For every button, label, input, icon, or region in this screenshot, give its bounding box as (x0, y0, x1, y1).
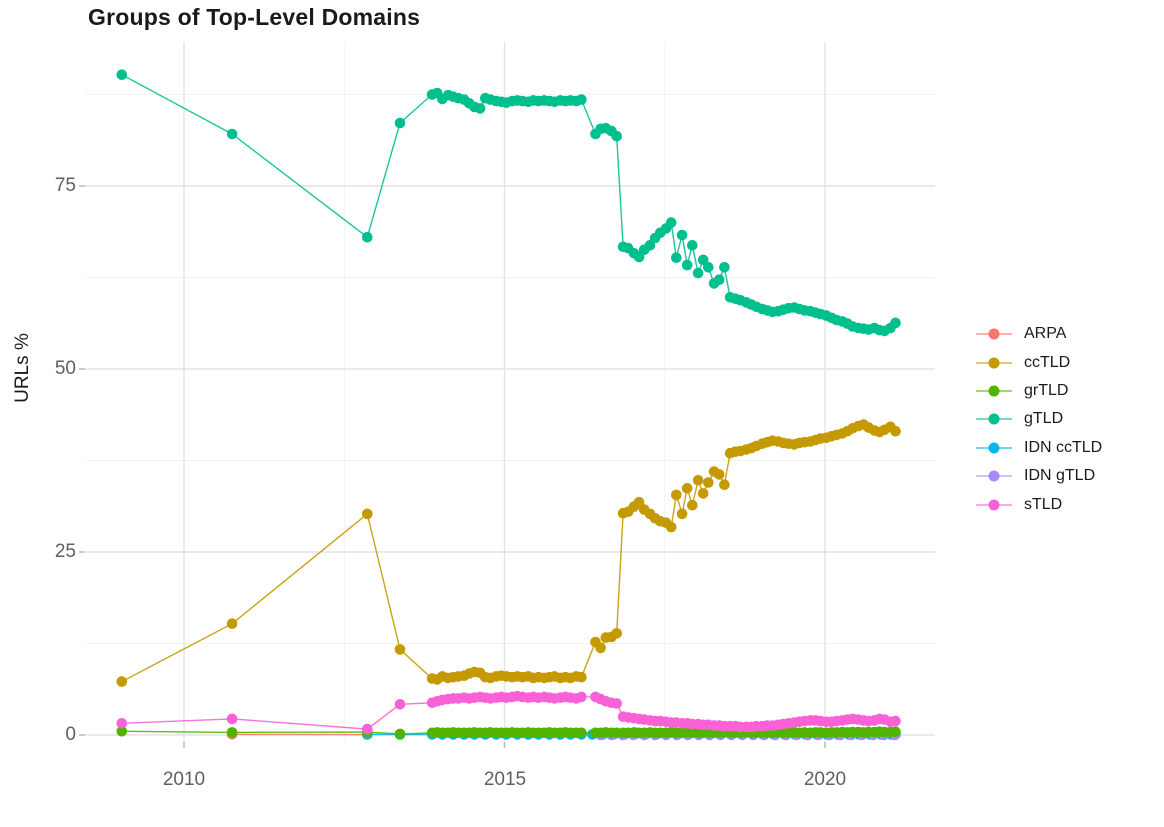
series-point-ccTLD (681, 483, 693, 494)
series-point-gTLD (576, 94, 587, 105)
legend-item-gtld: gTLD (976, 405, 1102, 433)
x-tick-label-2020: 2020 (803, 769, 847, 790)
series-point-ccTLD (703, 477, 714, 488)
legend: ARPA ccTLD grTLD gTLD IDN ccTLD IDN gTLD… (976, 320, 1102, 519)
y-tick-label-0: 0 (65, 724, 76, 745)
series-point-ccTLD (890, 425, 901, 437)
series-point-gTLD (703, 262, 714, 273)
legend-item-grtld: grTLD (976, 377, 1102, 405)
series-point-sTLD (611, 698, 622, 709)
series-point-gTLD (687, 240, 698, 251)
series-point-ccTLD (226, 618, 238, 629)
y-tick-label-25: 25 (54, 541, 76, 562)
legend-key-icon (976, 469, 1012, 483)
series-point-sTLD (890, 715, 901, 727)
series-point-gTLD (671, 252, 682, 263)
series-point-gTLD (611, 130, 622, 142)
series-point-gTLD (394, 117, 406, 129)
series-point-gTLD (719, 262, 730, 273)
legend-label: gTLD (1024, 410, 1064, 428)
series-point-ccTLD (394, 644, 406, 655)
series-point-gTLD (890, 317, 901, 329)
legend-label: grTLD (1024, 381, 1069, 399)
series-point-grTLD (394, 728, 406, 740)
series-point-grTLD (576, 727, 587, 739)
series-point-sTLD (116, 718, 128, 729)
y-tick-label-50: 50 (54, 358, 76, 379)
series-point-sTLD (226, 713, 238, 725)
legend-label: ccTLD (1024, 353, 1071, 371)
legend-item-arpa: ARPA (976, 320, 1102, 348)
legend-item-cctld: ccTLD (976, 348, 1102, 376)
legend-label: IDN gTLD (1024, 467, 1096, 485)
series-point-ccTLD (116, 676, 128, 687)
legend-key-icon (976, 327, 1012, 341)
legend-key-icon (976, 441, 1012, 455)
legend-label: ARPA (1024, 325, 1067, 343)
series-point-gTLD (665, 217, 677, 228)
series-point-gTLD (116, 69, 128, 80)
series-line-gTLD (121, 74, 896, 332)
legend-key-icon (976, 356, 1012, 370)
y-tick-label-75: 75 (54, 175, 76, 196)
series-point-grTLD (226, 727, 238, 738)
series-point-grTLD (890, 726, 901, 737)
legend-item-idn-cctld: IDN ccTLD (976, 434, 1102, 462)
legend-key-icon (976, 412, 1012, 426)
legend-label: sTLD (1024, 495, 1063, 513)
series-point-sTLD (394, 699, 406, 710)
series-point-gTLD (226, 128, 238, 140)
series-point-ccTLD (362, 508, 373, 520)
series-point-gTLD (692, 267, 704, 279)
series-point-gTLD (676, 229, 688, 241)
series-point-gTLD (697, 254, 709, 266)
legend-key-icon (976, 498, 1012, 512)
series-point-ccTLD (692, 475, 704, 486)
legend-item-idn-gtld: IDN gTLD (976, 462, 1102, 490)
x-tick-label-2015: 2015 (483, 769, 527, 790)
legend-item-stld: sTLD (976, 490, 1102, 518)
series-point-ccTLD (611, 628, 622, 639)
chart-title: Groups of Top-Level Domains (88, 4, 421, 30)
series-point-sTLD (576, 691, 587, 703)
series-point-gTLD (713, 274, 725, 286)
series-point-sTLD (362, 723, 373, 735)
series-point-ccTLD (665, 521, 677, 533)
series-point-ccTLD (713, 469, 725, 480)
legend-key-icon (976, 384, 1012, 398)
series-point-grTLD (116, 726, 128, 737)
series-point-ccTLD (719, 479, 730, 491)
series-point-gTLD (362, 231, 373, 243)
x-tick-label-2010: 2010 (162, 769, 206, 790)
series-point-ccTLD (676, 508, 688, 520)
series-point-ccTLD (576, 671, 587, 683)
series-point-gTLD (681, 259, 693, 271)
series-point-gTLD (474, 103, 486, 114)
series-point-ccTLD (595, 642, 606, 654)
legend-label: IDN ccTLD (1024, 438, 1103, 456)
series-point-ccTLD (687, 499, 698, 511)
series-point-ccTLD (671, 489, 682, 501)
series-point-ccTLD (697, 488, 709, 499)
